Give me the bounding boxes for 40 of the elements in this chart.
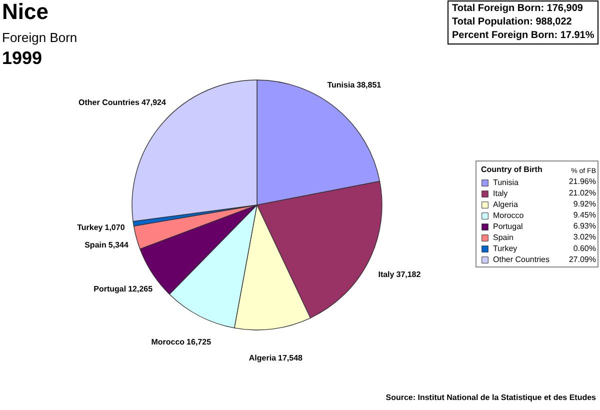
slice-label: Morocco — [151, 338, 185, 347]
source-note: Source: Institut National de la Statistique et des Etudes — [386, 393, 597, 402]
data-label: 47,924 — [141, 98, 166, 107]
slice-label: Spain — [84, 240, 106, 250]
text: Total Foreign Born: 176,909 — [452, 3, 584, 14]
text: 1999 — [2, 48, 42, 68]
text: Percent Foreign Born: 17.91% — [452, 30, 594, 41]
text: 27.09% — [568, 254, 596, 264]
slice-label: Other Countries — [78, 98, 140, 107]
slice-label: Turkey — [77, 223, 104, 232]
legend-label: Portugal — [493, 222, 524, 231]
legend-label: Tunisia — [493, 178, 520, 187]
text: 0.60% — [573, 244, 596, 253]
slice-label: Algeria — [248, 354, 277, 363]
data-label: 5,344 — [108, 240, 129, 250]
legend-label: Other Countries — [493, 255, 550, 264]
legend-label: Italy — [493, 189, 508, 198]
legend-label: Algeria — [493, 200, 518, 209]
text: 21.96% — [568, 177, 596, 186]
slice-label: Tunisia — [327, 80, 356, 90]
data-label: 38,851 — [356, 80, 382, 90]
slice-label: Portugal — [94, 284, 126, 294]
legend-label: Spain — [493, 233, 514, 242]
data-label: 17,548 — [278, 354, 304, 363]
data-label: 37,182 — [396, 270, 422, 280]
text: 21.02% — [568, 188, 596, 198]
legend-title: Country of Birth — [481, 165, 542, 174]
text: 9.92% — [573, 199, 596, 208]
legend-label: Morocco — [493, 211, 524, 220]
legend-label: Turkey — [493, 244, 518, 253]
text: 6.93% — [573, 222, 596, 231]
data-label: 16,725 — [186, 338, 212, 347]
data-label: 1,070 — [104, 223, 126, 232]
text: 9.45% — [573, 210, 596, 220]
chart-subtitle: Foreign Born — [2, 30, 78, 45]
data-label: 12,265 — [128, 284, 154, 294]
chart-title: Nice — [2, 0, 48, 24]
text: Total Population: 988,022 — [452, 16, 572, 28]
slice-label: Italy — [378, 270, 395, 280]
text: 3.02% — [573, 232, 596, 242]
